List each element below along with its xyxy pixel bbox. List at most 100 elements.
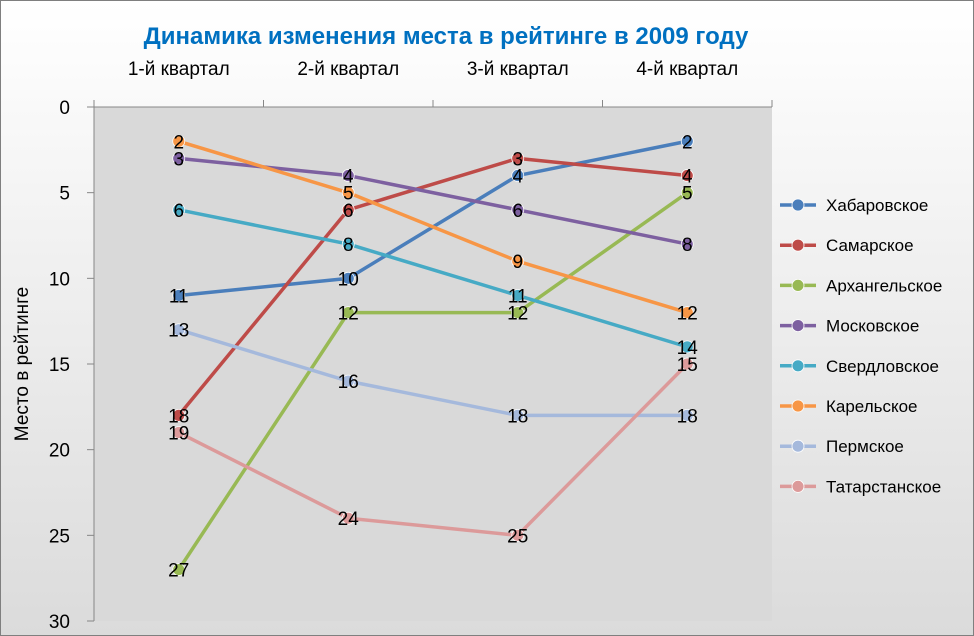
legend-entry: Самарское xyxy=(826,236,914,255)
data-label: 19 xyxy=(168,424,189,445)
legend-entry: Татарстанское xyxy=(826,477,941,496)
data-label: 25 xyxy=(507,526,528,547)
series-line xyxy=(177,208,689,349)
data-label: 2 xyxy=(173,132,184,153)
data-label: 15 xyxy=(677,355,698,376)
y-tick-label: 25 xyxy=(49,526,70,547)
series-line xyxy=(177,156,689,418)
data-point xyxy=(680,340,694,354)
data-point xyxy=(172,289,186,302)
data-point xyxy=(341,237,355,251)
data-label: 27 xyxy=(168,561,189,582)
data-point xyxy=(511,203,525,217)
data-label: 18 xyxy=(168,406,189,427)
data-label: 5 xyxy=(343,184,354,205)
legend-entry: Пермское xyxy=(826,437,904,456)
legend-entry: Свердловское xyxy=(826,357,939,376)
series-line xyxy=(177,327,689,418)
data-point xyxy=(341,203,355,217)
legend-entry: Архангельское xyxy=(826,276,942,295)
legend-marker xyxy=(791,359,805,373)
data-label: 3 xyxy=(173,149,184,170)
legend-marker xyxy=(791,278,805,292)
data-point xyxy=(511,306,525,320)
legend-entry: Московское xyxy=(826,317,919,336)
legend-marker xyxy=(791,439,805,453)
data-label: 14 xyxy=(677,338,699,359)
category-label: 1-й квартал xyxy=(128,59,230,80)
data-point xyxy=(341,374,355,388)
legend-marker xyxy=(791,399,805,413)
data-label: 6 xyxy=(173,201,184,222)
legend-marker xyxy=(791,319,805,333)
data-point xyxy=(341,271,355,285)
data-point xyxy=(172,151,186,165)
legend-marker xyxy=(791,479,805,493)
data-point xyxy=(341,511,355,525)
data-point xyxy=(680,169,694,182)
legend: Хабаровское Самарское Архангельское Московс… xyxy=(780,196,942,496)
legend-marker xyxy=(791,198,805,212)
data-label: 6 xyxy=(512,201,523,222)
data-label: 12 xyxy=(677,304,698,325)
data-label: 4 xyxy=(343,167,354,188)
data-label: 4 xyxy=(682,167,693,188)
series-line xyxy=(177,362,689,538)
chart-title: Динамика изменения места в рейтинге в 20… xyxy=(144,23,749,50)
y-tick-label: 0 xyxy=(59,98,70,119)
data-label: 18 xyxy=(677,406,698,427)
category-label: 4-й квартал xyxy=(636,59,738,80)
data-label: 4 xyxy=(512,167,523,188)
data-label: 10 xyxy=(338,269,359,290)
data-point xyxy=(341,186,355,200)
data-label: 9 xyxy=(512,252,523,273)
data-point xyxy=(680,306,694,320)
data-point xyxy=(172,563,186,576)
data-label: 5 xyxy=(682,184,693,205)
data-label: 11 xyxy=(169,286,189,307)
legend-entry: Хабаровское xyxy=(826,196,928,215)
data-label: 13 xyxy=(168,321,189,342)
y-tick-label: 30 xyxy=(49,612,70,633)
data-point xyxy=(341,169,355,182)
data-point xyxy=(172,408,186,422)
data-point xyxy=(511,151,525,165)
data-label: 8 xyxy=(682,235,693,256)
series-lines xyxy=(172,134,694,576)
data-point xyxy=(511,408,525,422)
data-point xyxy=(511,254,525,268)
data-point xyxy=(680,237,694,251)
data-point xyxy=(172,323,186,337)
data-point xyxy=(511,289,525,302)
legend-marker xyxy=(791,238,805,252)
legend-entry: Карельское xyxy=(826,397,918,416)
y-tick-label: 20 xyxy=(49,441,70,462)
y-axis-label: Место в рейтинге xyxy=(12,287,33,441)
data-label: 3 xyxy=(512,149,523,170)
y-tick-label: 15 xyxy=(49,355,70,376)
category-label: 2-й квартал xyxy=(297,59,399,80)
data-point xyxy=(172,426,186,439)
data-label: 11 xyxy=(508,286,528,307)
data-label: 12 xyxy=(338,304,359,325)
data-point xyxy=(172,203,186,217)
data-point xyxy=(341,306,355,320)
data-point xyxy=(172,134,186,148)
category-labels: 1-й квартал 2-й квартал 3-й квартал 4-й ква… xyxy=(128,59,738,80)
data-label: 8 xyxy=(343,235,354,256)
data-point xyxy=(680,186,694,200)
data-point xyxy=(511,169,525,182)
data-point xyxy=(511,528,525,542)
series-line xyxy=(177,190,689,572)
data-point xyxy=(680,408,694,422)
data-label: 2 xyxy=(682,132,693,153)
data-label: 12 xyxy=(507,304,528,325)
data-label: 18 xyxy=(507,406,528,427)
data-label: 6 xyxy=(343,201,354,222)
y-tick-label: 10 xyxy=(49,269,70,290)
data-point xyxy=(680,134,694,148)
y-tick-label: 5 xyxy=(59,184,70,205)
